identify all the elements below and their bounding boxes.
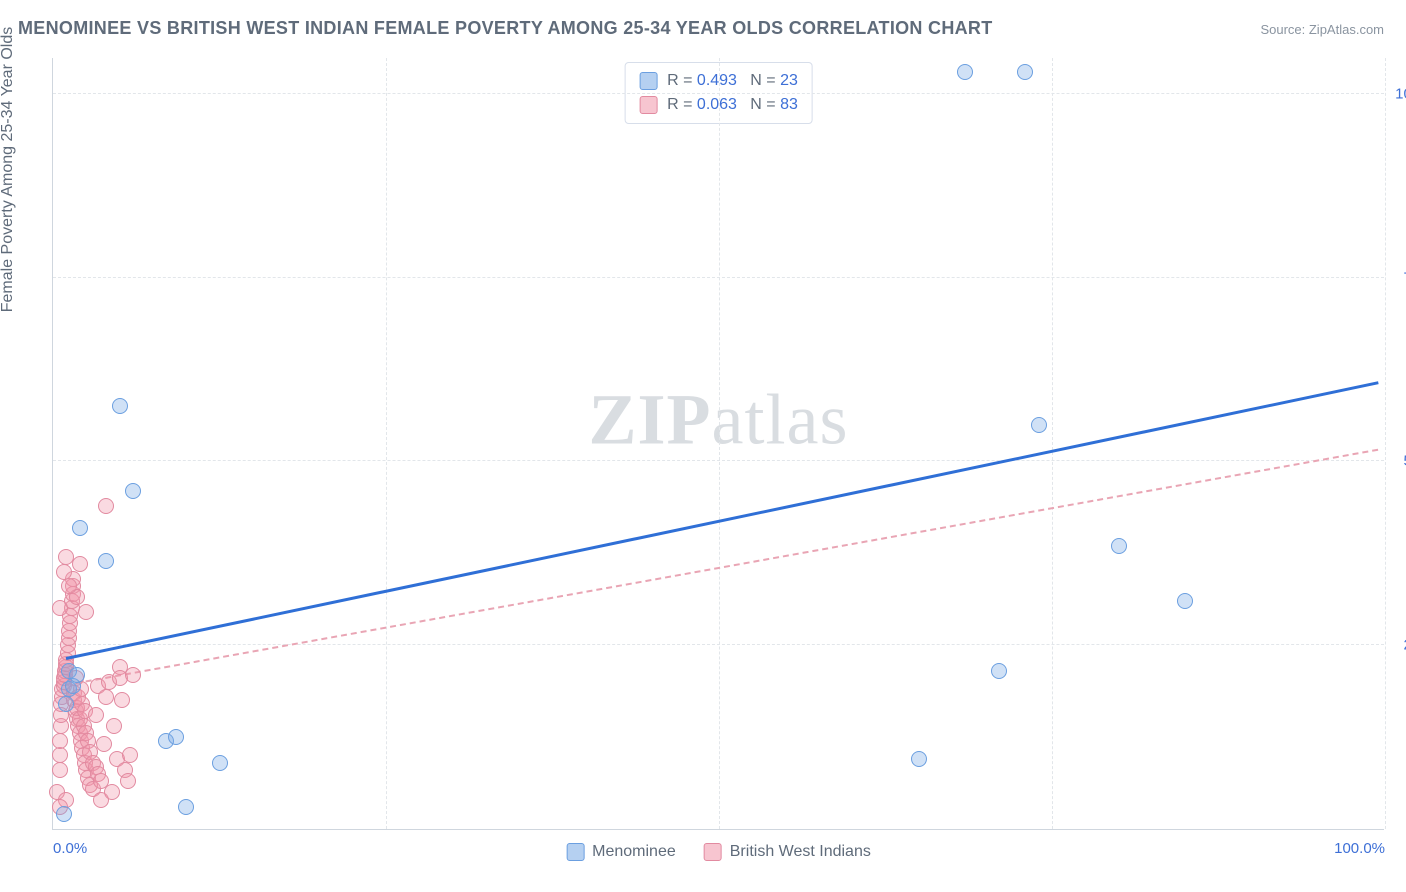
data-point — [1017, 64, 1033, 80]
data-point — [114, 692, 130, 708]
plot-area: ZIPatlas R = 0.493 N = 23 R = 0.063 N = … — [52, 58, 1384, 830]
data-point — [212, 755, 228, 771]
data-point — [56, 564, 72, 580]
swatch-blue-icon — [566, 843, 584, 861]
x-tick-label: 100.0% — [1334, 840, 1385, 857]
y-axis-label: Female Poverty Among 25-34 Year Olds — [0, 27, 17, 313]
data-point — [52, 600, 68, 616]
trend-line-bwi — [66, 448, 1378, 685]
legend-item-bwi: British West Indians — [704, 843, 871, 861]
x-tick-label: 0.0% — [53, 840, 87, 857]
data-point — [120, 773, 136, 789]
data-point — [125, 667, 141, 683]
data-point — [52, 733, 68, 749]
data-point — [61, 578, 77, 594]
data-point — [96, 736, 112, 752]
data-point — [58, 549, 74, 565]
data-point — [88, 707, 104, 723]
gridline-v — [1052, 58, 1053, 829]
data-point — [1111, 538, 1127, 554]
data-point — [98, 689, 114, 705]
data-point — [56, 806, 72, 822]
data-point — [98, 553, 114, 569]
data-point — [1031, 417, 1047, 433]
series-legend: Menominee British West Indians — [566, 843, 871, 861]
data-point — [72, 520, 88, 536]
data-point — [125, 483, 141, 499]
data-point — [58, 696, 74, 712]
y-tick-label: 25.0% — [1390, 637, 1406, 654]
data-point — [69, 667, 85, 683]
data-point — [1177, 593, 1193, 609]
data-point — [911, 751, 927, 767]
y-tick-label: 50.0% — [1390, 453, 1406, 470]
data-point — [112, 398, 128, 414]
y-tick-label: 75.0% — [1390, 269, 1406, 286]
data-point — [178, 799, 194, 815]
swatch-blue-icon — [639, 72, 657, 90]
data-point — [104, 784, 120, 800]
data-point — [122, 747, 138, 763]
swatch-pink-icon — [704, 843, 722, 861]
chart-title: MENOMINEE VS BRITISH WEST INDIAN FEMALE … — [18, 18, 993, 39]
gridline-v — [1385, 58, 1386, 829]
data-point — [957, 64, 973, 80]
data-point — [106, 718, 122, 734]
data-point — [78, 604, 94, 620]
data-point — [52, 747, 68, 763]
data-point — [168, 729, 184, 745]
source-attribution: Source: ZipAtlas.com — [1260, 22, 1384, 37]
gridline-v — [719, 58, 720, 829]
data-point — [52, 762, 68, 778]
swatch-pink-icon — [639, 96, 657, 114]
y-tick-label: 100.0% — [1390, 85, 1406, 102]
data-point — [98, 498, 114, 514]
data-point — [991, 663, 1007, 679]
gridline-v — [386, 58, 387, 829]
trend-line-menominee — [66, 381, 1379, 660]
legend-item-menominee: Menominee — [566, 843, 676, 861]
